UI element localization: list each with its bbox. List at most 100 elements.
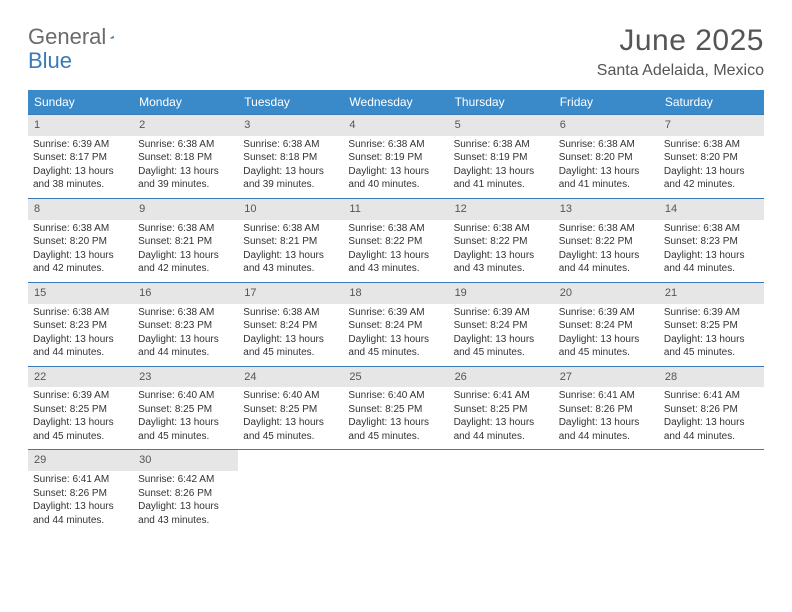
day-info-cell: Sunrise: 6:38 AMSunset: 8:21 PMDaylight:… — [133, 220, 238, 283]
daylight-line: Daylight: 13 hours and 44 minutes. — [559, 249, 654, 276]
day-info-cell: Sunrise: 6:38 AMSunset: 8:18 PMDaylight:… — [133, 136, 238, 199]
daylight-line: Daylight: 13 hours and 45 minutes. — [243, 416, 338, 443]
day-number-cell: 4 — [343, 115, 448, 136]
day-number-cell: 17 — [238, 282, 343, 303]
daylight-line: Daylight: 13 hours and 45 minutes. — [33, 416, 128, 443]
day-number-cell — [449, 450, 554, 471]
sunrise-line: Sunrise: 6:38 AM — [243, 138, 338, 152]
sunrise-line: Sunrise: 6:38 AM — [664, 138, 759, 152]
daylight-line: Daylight: 13 hours and 44 minutes. — [559, 416, 654, 443]
day-number-cell — [659, 450, 764, 471]
sunrise-line: Sunrise: 6:40 AM — [348, 389, 443, 403]
sunrise-line: Sunrise: 6:38 AM — [454, 222, 549, 236]
sunrise-line: Sunrise: 6:38 AM — [138, 306, 233, 320]
day-info-cell: Sunrise: 6:39 AMSunset: 8:24 PMDaylight:… — [554, 304, 659, 367]
sunset-line: Sunset: 8:25 PM — [33, 403, 128, 417]
sunset-line: Sunset: 8:22 PM — [559, 235, 654, 249]
sunset-line: Sunset: 8:22 PM — [348, 235, 443, 249]
day-number-cell — [238, 450, 343, 471]
sunset-line: Sunset: 8:25 PM — [243, 403, 338, 417]
sunset-line: Sunset: 8:20 PM — [664, 151, 759, 165]
sunset-line: Sunset: 8:24 PM — [559, 319, 654, 333]
day-number-cell: 30 — [133, 450, 238, 471]
day-info-cell: Sunrise: 6:38 AMSunset: 8:23 PMDaylight:… — [28, 304, 133, 367]
daylight-line: Daylight: 13 hours and 44 minutes. — [33, 500, 128, 527]
day-info-row: Sunrise: 6:39 AMSunset: 8:25 PMDaylight:… — [28, 387, 764, 450]
sunset-line: Sunset: 8:19 PM — [454, 151, 549, 165]
day-number-cell: 28 — [659, 366, 764, 387]
sunset-line: Sunset: 8:26 PM — [559, 403, 654, 417]
day-number-row: 22232425262728 — [28, 366, 764, 387]
sunrise-line: Sunrise: 6:38 AM — [454, 138, 549, 152]
sunrise-line: Sunrise: 6:41 AM — [33, 473, 128, 487]
day-number-cell: 12 — [449, 198, 554, 219]
day-number-row: 2930 — [28, 450, 764, 471]
day-header: Saturday — [659, 90, 764, 115]
sunset-line: Sunset: 8:17 PM — [33, 151, 128, 165]
day-info-cell — [659, 471, 764, 533]
day-number-cell: 6 — [554, 115, 659, 136]
daylight-line: Daylight: 13 hours and 45 minutes. — [454, 333, 549, 360]
sunrise-line: Sunrise: 6:38 AM — [243, 222, 338, 236]
daylight-line: Daylight: 13 hours and 45 minutes. — [664, 333, 759, 360]
sunrise-line: Sunrise: 6:38 AM — [348, 222, 443, 236]
sunrise-line: Sunrise: 6:42 AM — [138, 473, 233, 487]
logo-word-2: Blue — [28, 48, 72, 74]
day-number-cell — [554, 450, 659, 471]
sunrise-line: Sunrise: 6:41 AM — [664, 389, 759, 403]
day-number-cell: 15 — [28, 282, 133, 303]
sunrise-line: Sunrise: 6:39 AM — [33, 389, 128, 403]
daylight-line: Daylight: 13 hours and 41 minutes. — [454, 165, 549, 192]
logo: General — [28, 24, 134, 50]
day-number-cell: 10 — [238, 198, 343, 219]
sunrise-line: Sunrise: 6:39 AM — [348, 306, 443, 320]
sunset-line: Sunset: 8:26 PM — [138, 487, 233, 501]
day-info-cell: Sunrise: 6:40 AMSunset: 8:25 PMDaylight:… — [238, 387, 343, 450]
day-info-cell: Sunrise: 6:39 AMSunset: 8:24 PMDaylight:… — [449, 304, 554, 367]
day-number-cell: 18 — [343, 282, 448, 303]
day-info-cell: Sunrise: 6:38 AMSunset: 8:23 PMDaylight:… — [133, 304, 238, 367]
day-info-cell: Sunrise: 6:38 AMSunset: 8:24 PMDaylight:… — [238, 304, 343, 367]
day-info-cell: Sunrise: 6:41 AMSunset: 8:26 PMDaylight:… — [659, 387, 764, 450]
sunset-line: Sunset: 8:18 PM — [243, 151, 338, 165]
day-info-cell: Sunrise: 6:40 AMSunset: 8:25 PMDaylight:… — [343, 387, 448, 450]
sunset-line: Sunset: 8:26 PM — [33, 487, 128, 501]
day-header: Monday — [133, 90, 238, 115]
sunrise-line: Sunrise: 6:39 AM — [664, 306, 759, 320]
sunrise-line: Sunrise: 6:38 AM — [138, 222, 233, 236]
sunset-line: Sunset: 8:25 PM — [454, 403, 549, 417]
day-number-cell: 24 — [238, 366, 343, 387]
day-info-cell — [449, 471, 554, 533]
day-number-row: 15161718192021 — [28, 282, 764, 303]
day-number-cell: 20 — [554, 282, 659, 303]
sunrise-line: Sunrise: 6:40 AM — [138, 389, 233, 403]
day-info-cell: Sunrise: 6:38 AMSunset: 8:23 PMDaylight:… — [659, 220, 764, 283]
day-number-cell: 21 — [659, 282, 764, 303]
sunrise-line: Sunrise: 6:39 AM — [559, 306, 654, 320]
day-number-cell: 3 — [238, 115, 343, 136]
day-number-cell: 29 — [28, 450, 133, 471]
daylight-line: Daylight: 13 hours and 44 minutes. — [138, 333, 233, 360]
daylight-line: Daylight: 13 hours and 43 minutes. — [454, 249, 549, 276]
location: Santa Adelaida, Mexico — [597, 62, 764, 80]
sunset-line: Sunset: 8:18 PM — [138, 151, 233, 165]
header: General June 2025 Santa Adelaida, Mexico — [28, 24, 764, 80]
sunset-line: Sunset: 8:23 PM — [664, 235, 759, 249]
month-title: June 2025 — [597, 24, 764, 58]
day-number-cell: 2 — [133, 115, 238, 136]
day-info-cell: Sunrise: 6:38 AMSunset: 8:19 PMDaylight:… — [449, 136, 554, 199]
day-info-cell: Sunrise: 6:39 AMSunset: 8:24 PMDaylight:… — [343, 304, 448, 367]
sunset-line: Sunset: 8:25 PM — [664, 319, 759, 333]
day-info-cell: Sunrise: 6:38 AMSunset: 8:18 PMDaylight:… — [238, 136, 343, 199]
day-number-row: 1234567 — [28, 115, 764, 136]
day-number-cell: 25 — [343, 366, 448, 387]
daylight-line: Daylight: 13 hours and 40 minutes. — [348, 165, 443, 192]
day-header-row: SundayMondayTuesdayWednesdayThursdayFrid… — [28, 90, 764, 115]
sunrise-line: Sunrise: 6:41 AM — [454, 389, 549, 403]
day-header: Tuesday — [238, 90, 343, 115]
day-number-cell: 8 — [28, 198, 133, 219]
sunrise-line: Sunrise: 6:38 AM — [664, 222, 759, 236]
daylight-line: Daylight: 13 hours and 42 minutes. — [664, 165, 759, 192]
day-header: Thursday — [449, 90, 554, 115]
sunset-line: Sunset: 8:25 PM — [348, 403, 443, 417]
